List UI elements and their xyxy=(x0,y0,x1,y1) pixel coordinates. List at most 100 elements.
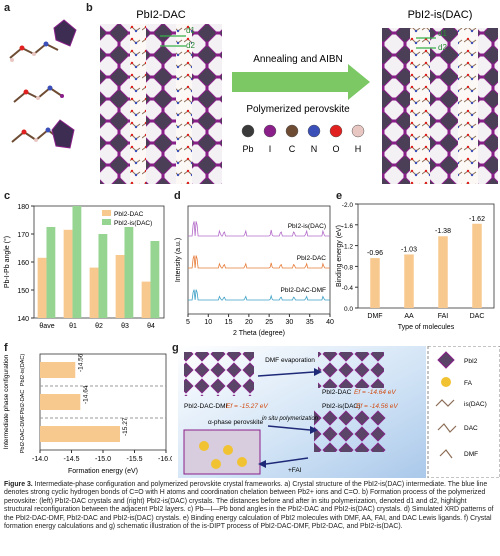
y-tick-label: -2.0 xyxy=(342,202,354,209)
dmf-evap-label: DMF evaporation xyxy=(265,357,315,364)
bar-isdac xyxy=(150,241,160,318)
isdac-label: PbI2-is(DAC) xyxy=(322,403,360,410)
plot-frame xyxy=(187,205,331,315)
x-tick-label: θ3 xyxy=(121,323,129,330)
y-tick-label: PbI2-DAC-DMF xyxy=(20,414,26,453)
y-tick-label: 150 xyxy=(17,288,29,295)
x-tick-label: 30 xyxy=(286,319,294,326)
panel-label-c: c xyxy=(4,190,11,202)
series-label: PbI2-is(DAC) xyxy=(288,223,326,230)
binding-bar xyxy=(472,223,482,308)
x-axis-label: Type of molecules xyxy=(398,324,455,331)
atom-label-c: C xyxy=(289,144,296,154)
bar-isdac xyxy=(46,227,56,318)
y-tick-label: 0.0 xyxy=(344,306,353,313)
caption-text: Intermediate-phase configuration and pol… xyxy=(4,481,494,531)
panel-a-structure xyxy=(9,19,77,149)
fai-label: +FAI xyxy=(288,467,302,474)
atom-label-i: I xyxy=(269,144,272,154)
bar-isdac xyxy=(72,206,82,318)
binding-bar xyxy=(404,254,414,308)
y-tick-label: -0.8 xyxy=(342,264,354,271)
y-axis-label: Intermediate phase configuration xyxy=(3,354,10,449)
y-tick-label: -0.4 xyxy=(342,285,354,292)
d2-label-right: d2 xyxy=(438,43,447,52)
cluster-mid-right xyxy=(314,410,386,452)
bar-dac xyxy=(115,255,125,318)
x-tick-label: AA xyxy=(404,313,414,320)
x-tick-label: 25 xyxy=(265,319,273,326)
atom-label-h: H xyxy=(355,144,362,154)
x-tick-label: -14.5 xyxy=(64,456,80,463)
g-legend-fa: FA xyxy=(464,380,473,387)
y-tick-label: 140 xyxy=(17,316,29,323)
alpha-phase-cube xyxy=(183,429,261,475)
formation-bar xyxy=(40,362,76,378)
panel-label-g: g xyxy=(172,342,179,354)
cluster-top-right xyxy=(318,352,384,388)
schematic-legend-box xyxy=(427,346,500,478)
atom-label-pb: Pb xyxy=(242,144,253,154)
value-label: -15.27 xyxy=(122,417,129,436)
xrd-pattern xyxy=(188,221,330,237)
d1-label-right: d1 xyxy=(438,29,447,38)
chart-e: 0.0 -0.4 -0.8 -1.2 -1.6 -2.0 Binding energy (e… xyxy=(336,202,495,331)
legend-label: PbI2-DAC xyxy=(114,211,144,218)
legend-swatch xyxy=(102,210,111,216)
g-legend-dmf: DMF xyxy=(464,451,478,458)
g-legend-pbi2: PbI2 xyxy=(464,358,478,365)
value-label: -1.62 xyxy=(469,216,485,223)
pbi2-dac-title: PbI2-DAC xyxy=(136,9,186,21)
formation-bar xyxy=(40,426,121,442)
caption-figure-number: Figure 3. xyxy=(4,481,33,488)
g-legend-isdac: is(DAC) xyxy=(464,401,487,408)
panel-label-a: a xyxy=(4,2,11,14)
arrow-dmf-evap xyxy=(257,371,315,377)
bar-dac xyxy=(89,267,99,318)
y-tick-label: -1.6 xyxy=(342,223,354,230)
chain-2 xyxy=(13,85,64,103)
y-tick-label: -1.2 xyxy=(342,244,354,251)
legend-label: PbI2-is(DAC) xyxy=(114,220,152,227)
bar-dac xyxy=(37,257,47,318)
panel-b: PbI2-DAC d1 d2 Annealing and AIBN Polyme… xyxy=(100,9,498,184)
y-axis-label: Pb-I-Pb angle (°) xyxy=(3,236,11,288)
y-axis-label: Binding energy (eV) xyxy=(336,225,343,287)
y-tick-label: PbI2-is(DAC) xyxy=(20,354,26,387)
g-legend-dac: DAC xyxy=(464,425,478,432)
dmf-ef: Ef = -15.27 eV xyxy=(226,403,268,410)
chart-d: 5 10 15 20 25 30 35 40 2 Theta (degree) Intensity… xyxy=(175,205,334,337)
process-arrow xyxy=(232,64,370,100)
y-tick-label: 180 xyxy=(17,204,29,211)
x-tick-label: 5 xyxy=(186,319,190,326)
alpha-label: α-phase perovskite xyxy=(208,419,263,426)
x-tick-label: FAI xyxy=(438,313,449,320)
arrow-text-2: Polymerized perovskite xyxy=(246,104,350,115)
arrow-fai xyxy=(265,457,309,465)
pbi2-isdac-crystal xyxy=(382,28,498,184)
dmf-label: PbI2-DAC-DMF xyxy=(184,403,230,410)
panel-label-e: e xyxy=(336,190,343,202)
value-label: -14.56 xyxy=(77,353,84,372)
panel-g-schematic: DMF evaporation PbI2-DAC Ef = -14.64 eV … xyxy=(178,346,500,478)
x-tick-label: -16.0 xyxy=(158,456,172,463)
atom-legend: Pb I C N O H xyxy=(241,124,365,154)
value-label: -0.96 xyxy=(367,250,383,257)
x-tick-label: DMF xyxy=(367,313,382,320)
x-tick-label: 35 xyxy=(306,319,314,326)
binding-bar xyxy=(370,258,380,308)
formation-bar xyxy=(40,394,81,410)
panel-label-f: f xyxy=(4,342,8,354)
atom-label-n: N xyxy=(311,144,318,154)
chart-f: -14.0 -14.5 -15.0 -15.5 -16.0 Formation energ… xyxy=(3,353,172,475)
bar-dac xyxy=(63,229,73,318)
series-label: PbI2-DAC-DMF xyxy=(280,287,326,294)
y-tick-label: 160 xyxy=(17,260,29,267)
x-axis-label: Formation energy (eV) xyxy=(68,468,138,475)
value-label: -14.64 xyxy=(82,385,89,404)
atom-label-o: O xyxy=(332,144,339,154)
d1-label-left: d1 xyxy=(186,26,195,35)
value-label: -1.38 xyxy=(435,228,451,235)
y-axis-label: Intensity (a.u.) xyxy=(175,238,182,282)
pbi2-dac-crystal xyxy=(100,24,222,184)
